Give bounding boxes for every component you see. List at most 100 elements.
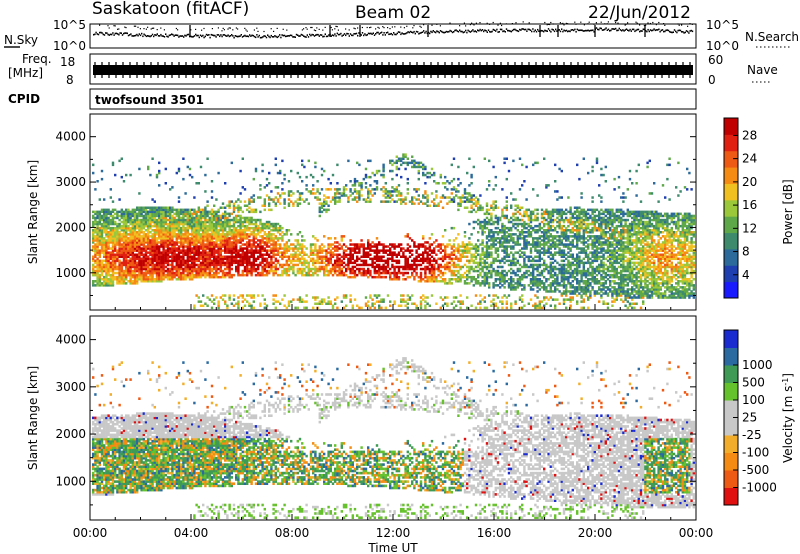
power-cell <box>419 161 423 165</box>
power-cell <box>252 245 255 248</box>
noise-dot <box>414 32 416 35</box>
power-cell <box>184 239 187 242</box>
power-cell <box>105 259 108 263</box>
power-cell <box>435 194 438 197</box>
power-cell <box>294 200 297 203</box>
power-cell <box>455 194 458 197</box>
noise-dot <box>311 33 313 36</box>
noise-dot <box>418 33 420 35</box>
power-cell <box>107 208 110 212</box>
freq-tick-top: 18 <box>60 55 75 69</box>
power-cell <box>180 278 183 281</box>
power-cell <box>419 200 423 203</box>
power-cell <box>96 278 99 281</box>
power-cell <box>272 226 275 230</box>
power-cell <box>217 218 220 222</box>
power-cell <box>186 222 189 226</box>
power-cell <box>246 241 249 244</box>
noise-dot <box>493 29 496 31</box>
power-cell <box>92 239 95 242</box>
power-cell <box>171 186 174 189</box>
power-cell <box>230 218 233 222</box>
power-cell <box>367 188 370 191</box>
power-cell <box>364 273 368 277</box>
noise-dot <box>490 31 492 33</box>
power-cell <box>195 245 198 248</box>
power-cell <box>114 222 117 226</box>
power-cell <box>184 249 187 252</box>
power-cell <box>252 294 255 297</box>
power-cell <box>325 208 328 212</box>
power-cell <box>259 251 262 254</box>
power-cell <box>103 263 106 267</box>
power-cell <box>158 184 161 187</box>
noise-dot <box>160 33 162 36</box>
power-cell <box>125 263 128 267</box>
power-cell <box>239 192 242 195</box>
power-cell <box>268 253 271 256</box>
noise-dot <box>427 23 429 25</box>
power-cell <box>149 214 152 218</box>
noise-dot <box>545 30 547 32</box>
noise-dot <box>324 33 326 35</box>
power-cell <box>274 241 277 244</box>
power-cell <box>382 190 385 193</box>
power-cell <box>147 251 150 254</box>
power-cell <box>204 237 207 240</box>
power-cell <box>147 269 150 273</box>
power-cell <box>197 220 200 224</box>
power-cell <box>272 233 275 236</box>
power-cell <box>111 245 115 248</box>
power-cell <box>184 235 187 238</box>
noise-dot <box>661 29 664 31</box>
power-cell <box>250 226 253 230</box>
power-cell <box>356 257 359 261</box>
power-cell <box>371 241 374 244</box>
power-cell <box>217 231 220 234</box>
power-cell <box>360 243 363 246</box>
power-cell <box>122 222 126 226</box>
power-cell <box>413 302 416 305</box>
power-cell <box>382 243 385 246</box>
noise-dot <box>382 34 384 36</box>
power-cell <box>169 269 172 273</box>
power-cell <box>336 192 339 195</box>
power-cell <box>213 216 216 220</box>
power-cell <box>270 257 273 261</box>
power-cell <box>118 224 121 228</box>
power-cell <box>149 263 152 267</box>
power-cell <box>116 237 119 240</box>
noise-dot <box>589 29 592 32</box>
power-cell <box>202 261 205 265</box>
nsearch-tick-bottom: 10^0 <box>706 39 739 53</box>
power-cell <box>173 265 176 269</box>
power-cell <box>331 267 335 271</box>
power-cell <box>430 200 434 203</box>
power-cell <box>358 257 361 261</box>
power-cell <box>241 261 244 265</box>
power-cell <box>235 220 238 224</box>
power-cell <box>309 190 313 193</box>
power-cell <box>224 241 227 244</box>
power-cell <box>100 249 104 252</box>
noise-dot <box>658 21 660 24</box>
power-cell <box>129 265 132 269</box>
power-cell <box>175 271 178 275</box>
power-cell <box>338 261 341 265</box>
power-cell <box>373 261 376 265</box>
power-cell <box>268 208 271 212</box>
power-cell <box>375 263 379 267</box>
power-cell <box>120 229 123 232</box>
power-cell <box>303 253 306 256</box>
power-cell <box>206 220 209 224</box>
power-cell <box>153 237 156 240</box>
power-cell <box>448 239 451 242</box>
power-cell <box>347 263 350 267</box>
power-cell <box>424 165 427 169</box>
noise-dot <box>239 35 241 37</box>
power-cell <box>217 233 220 236</box>
power-cell <box>400 247 403 250</box>
power-cell <box>393 300 396 303</box>
power-cell <box>120 251 123 254</box>
power-cell <box>384 200 387 203</box>
